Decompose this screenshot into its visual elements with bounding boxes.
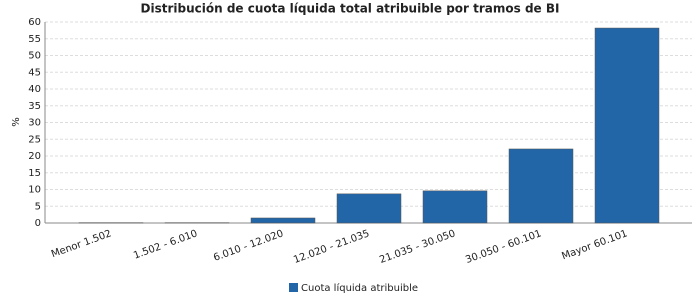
y-tick-label: 10: [28, 185, 41, 196]
x-tick-label: Mayor 60.101: [560, 228, 629, 262]
bar: [250, 217, 316, 224]
x-tick-label: 21.035 - 30.050: [378, 228, 457, 266]
y-tick-label: 55: [28, 34, 41, 45]
bar: [508, 148, 574, 224]
x-tick-label: 12.020 - 21.035: [292, 228, 371, 266]
y-axis-label: %: [11, 117, 22, 127]
bar: [594, 27, 660, 224]
y-tick-label: 60: [28, 17, 41, 28]
legend-label: Cuota líquida atribuible: [301, 282, 418, 294]
y-tick-label: 25: [28, 134, 41, 145]
legend-swatch: [289, 283, 298, 292]
y-tick-label: 35: [28, 101, 41, 112]
bar: [336, 193, 402, 224]
x-tick-label: Menor 1.502: [50, 228, 113, 260]
y-tick-label: 30: [28, 118, 41, 129]
x-tick-label: 30.050 - 60.101: [464, 228, 543, 266]
bar: [422, 190, 488, 224]
y-tick-label: 15: [28, 168, 41, 179]
y-tick-label: 50: [28, 51, 41, 62]
y-tick-label: 20: [28, 151, 41, 162]
y-tick-label: 5: [35, 201, 41, 212]
x-tick-label: 6.010 - 12.020: [212, 228, 285, 264]
chart-title: Distribución de cuota líquida total atri…: [141, 2, 560, 16]
y-tick-label: 45: [28, 67, 41, 78]
y-tick-label: 40: [28, 84, 41, 95]
y-tick-label: 0: [35, 218, 41, 229]
x-tick-label: 1.502 - 6.010: [132, 228, 199, 261]
